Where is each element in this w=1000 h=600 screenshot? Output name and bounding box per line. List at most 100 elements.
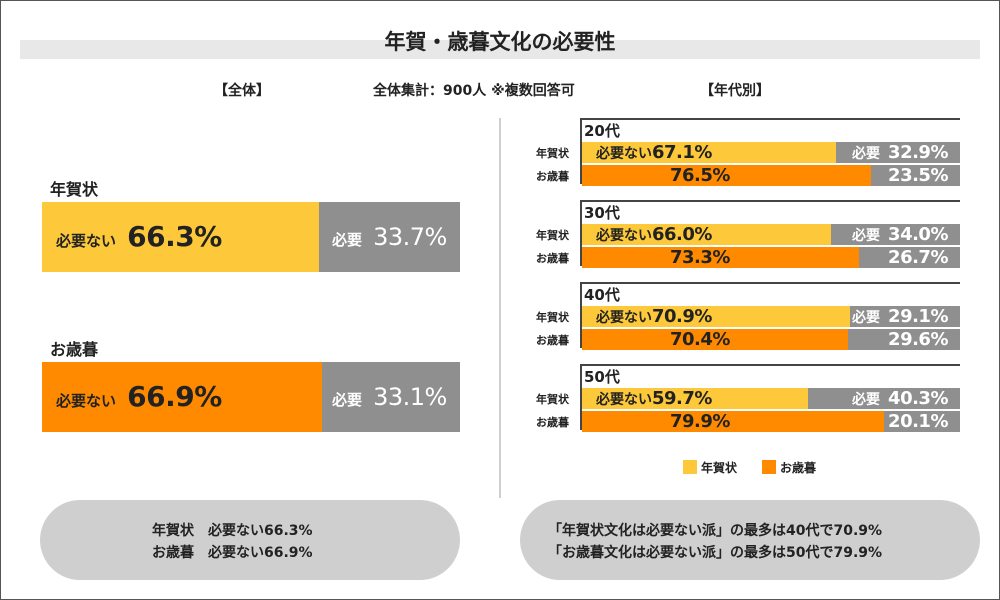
value-needed: 23.5% bbox=[888, 165, 948, 186]
sample-note: 全体集計：900人 ※複数回答可 bbox=[373, 83, 575, 99]
bar-oseibo-needed bbox=[871, 165, 960, 186]
row-label-nengajo: 年賀状 bbox=[536, 147, 569, 160]
row-label-oseibo: お歳暮 bbox=[536, 416, 569, 429]
by-age-header: 【年代別】 bbox=[700, 83, 770, 99]
label-needed: 必要 32.9% bbox=[852, 142, 948, 165]
summary-right-line-2: 「お歳暮文化は必要ない派」の最多は50代で79.9% bbox=[548, 545, 883, 561]
age-group-title: 40代 bbox=[584, 286, 620, 304]
bar-oseibo-needed bbox=[321, 362, 460, 432]
bar-oseibo-needed bbox=[848, 329, 960, 350]
age-group-title: 50代 bbox=[584, 368, 620, 386]
summary-left-line-2: お歳暮 必要ない66.9% bbox=[152, 545, 313, 561]
age-group-bracket bbox=[580, 282, 960, 348]
age-bar-nengajo: 必要ない70.9% 必要 29.1% bbox=[582, 306, 960, 327]
label-not-needed: 76.5% bbox=[670, 165, 730, 186]
word-not-needed: 必要ない bbox=[596, 310, 652, 326]
age-group-bracket bbox=[580, 200, 960, 266]
age-bar-oseibo: 73.3% 26.7% bbox=[582, 247, 960, 268]
legend-label-oseibo: お歳暮 bbox=[780, 461, 817, 475]
age-bar-oseibo: 70.4% 29.6% bbox=[582, 329, 960, 350]
bar-nengajo-not-needed bbox=[582, 306, 850, 327]
label-not-needed: 必要ない66.0% bbox=[596, 224, 712, 247]
bar-nengajo-needed bbox=[807, 388, 960, 409]
age-bar-oseibo: 76.5% 23.5% bbox=[582, 165, 960, 186]
value-not-needed: 70.9% bbox=[652, 306, 712, 327]
overall-header: 【全体】 bbox=[214, 83, 270, 99]
value-not-needed: 76.5% bbox=[670, 165, 730, 186]
value-not-needed: 59.7% bbox=[652, 388, 712, 409]
bar-oseibo-not-needed bbox=[42, 362, 322, 432]
bar-nengajo-needed bbox=[835, 142, 960, 163]
label-oseibo-not-needed: 必要ない 66.9% bbox=[56, 362, 222, 436]
value-not-needed: 66.0% bbox=[652, 224, 712, 245]
bar-nengajo-needed bbox=[831, 224, 960, 245]
summary-right-line-1: 「年賀状文化は必要ない派」の最多は40代で70.9% bbox=[548, 523, 883, 539]
age-bar-nengajo: 必要ない59.7% 必要 40.3% bbox=[582, 388, 960, 409]
word-not-needed: 必要ない bbox=[596, 228, 652, 244]
label-not-needed: 必要ない67.1% bbox=[596, 142, 712, 165]
bar-nengajo-not-needed bbox=[582, 142, 836, 163]
row-label-oseibo: お歳暮 bbox=[536, 252, 569, 265]
legend-nengajo: 年賀状 bbox=[683, 459, 737, 476]
bar-oseibo-not-needed bbox=[582, 247, 860, 268]
legend-label-nengajo: 年賀状 bbox=[701, 461, 738, 475]
word-needed: 必要 bbox=[852, 310, 881, 326]
legend-swatch-oseibo bbox=[762, 460, 776, 474]
value-needed: 40.3% bbox=[888, 388, 948, 409]
summary-left: 年賀状 必要ない66.3% お歳暮 必要ない66.9% bbox=[40, 500, 460, 580]
label-needed: 必要 34.0% bbox=[852, 224, 948, 247]
age-bar-nengajo: 必要ない67.1% 必要 32.9% bbox=[582, 142, 960, 163]
word-not-needed: 必要ない bbox=[596, 392, 652, 408]
label-not-needed: 79.9% bbox=[670, 411, 730, 432]
row-label-oseibo: お歳暮 bbox=[536, 170, 569, 183]
label-oseibo-needed: 必要 33.1% bbox=[332, 362, 447, 435]
label-not-needed: 必要ない70.9% bbox=[596, 306, 712, 329]
bar-nengajo-not-needed bbox=[582, 224, 832, 245]
age-group-title: 30代 bbox=[584, 204, 620, 222]
word-needed: 必要 bbox=[852, 146, 881, 162]
value-nengajo-needed: 33.7% bbox=[373, 223, 447, 251]
title-bar bbox=[20, 40, 980, 59]
value-needed: 29.6% bbox=[888, 329, 948, 350]
value-needed: 20.1% bbox=[888, 411, 948, 432]
summary-left-line-1: 年賀状 必要ない66.3% bbox=[152, 523, 313, 539]
label-nengajo-not-needed: 必要ない 66.3% bbox=[56, 202, 222, 276]
word-not-needed: 必要ない bbox=[56, 232, 117, 250]
label-nengajo-needed: 必要 33.7% bbox=[332, 202, 447, 275]
row-label-nengajo: 年賀状 bbox=[536, 311, 569, 324]
chart-title: 年賀・歳暮文化の必要性 bbox=[384, 30, 616, 54]
value-not-needed: 67.1% bbox=[652, 142, 712, 163]
label-not-needed: 必要ない59.7% bbox=[596, 388, 712, 411]
age-group-bracket bbox=[580, 364, 960, 430]
overall-bar-nengajo: 必要ない 66.3% 必要 33.7% bbox=[42, 202, 460, 272]
label-not-needed: 70.4% bbox=[670, 329, 730, 350]
bar-nengajo-not-needed bbox=[582, 388, 808, 409]
age-group-title: 20代 bbox=[584, 122, 620, 140]
value-oseibo-not-needed: 66.9% bbox=[127, 380, 222, 413]
legend-oseibo: お歳暮 bbox=[762, 459, 816, 476]
bar-oseibo-not-needed bbox=[582, 329, 849, 350]
label-not-needed: 73.3% bbox=[670, 247, 730, 268]
row-label-nengajo: 年賀状 bbox=[536, 393, 569, 406]
category-label-nengajo: 年賀状 bbox=[50, 180, 99, 199]
label-needed: 26.7% bbox=[888, 247, 948, 268]
panel-divider bbox=[499, 118, 501, 498]
bar-oseibo-needed bbox=[859, 247, 960, 268]
value-nengajo-not-needed: 66.3% bbox=[127, 220, 222, 253]
label-needed: 必要 40.3% bbox=[852, 388, 948, 411]
legend-swatch-nengajo bbox=[683, 460, 697, 474]
row-label-oseibo: お歳暮 bbox=[536, 334, 569, 347]
label-needed: 20.1% bbox=[888, 411, 948, 432]
bar-nengajo-needed bbox=[850, 306, 960, 327]
value-not-needed: 73.3% bbox=[670, 247, 730, 268]
word-needed: 必要 bbox=[332, 231, 363, 249]
word-needed: 必要 bbox=[852, 228, 881, 244]
bar-nengajo-needed bbox=[319, 202, 460, 272]
word-not-needed: 必要ない bbox=[596, 146, 652, 162]
value-oseibo-needed: 33.1% bbox=[373, 383, 447, 411]
label-needed: 23.5% bbox=[888, 165, 948, 186]
bar-oseibo-needed bbox=[884, 411, 960, 432]
word-needed: 必要 bbox=[332, 391, 363, 409]
age-bar-oseibo: 79.9% 20.1% bbox=[582, 411, 960, 432]
overall-bar-oseibo: 必要ない 66.9% 必要 33.1% bbox=[42, 362, 460, 432]
